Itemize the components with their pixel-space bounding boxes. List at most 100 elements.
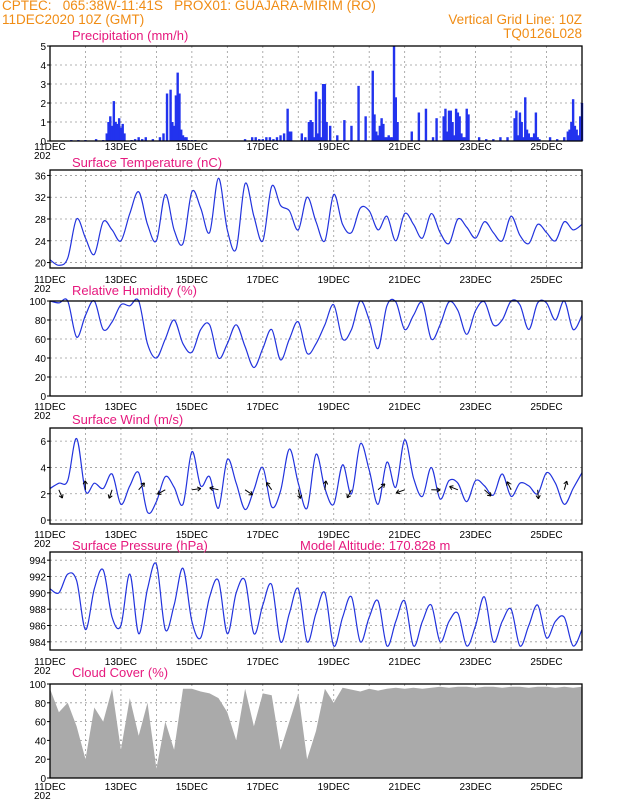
x-tick-label: 13DEC [105, 275, 137, 286]
wind-direction-arrow-icon [191, 486, 202, 492]
precip-bar [461, 137, 465, 141]
y-tick-label: 3 [40, 80, 46, 91]
x-year-stub: 202 [34, 791, 51, 800]
x-tick-label: 19DEC [318, 142, 350, 153]
x-tick-label: 17DEC [247, 657, 279, 668]
y-tick-label: 2 [40, 99, 46, 110]
x-tick-label: 23DEC [459, 657, 491, 668]
precip-bar [185, 137, 188, 141]
precip-bar [568, 129, 571, 141]
y-tick-label: 1 [40, 118, 46, 129]
arrow-shaft [346, 489, 352, 498]
wind-direction-arrow-icon [297, 489, 303, 499]
precip-bar [318, 99, 321, 141]
arrow-head [487, 491, 492, 497]
arrow-head [209, 485, 214, 491]
x-tick-label: 19DEC [318, 402, 350, 413]
x-tick-label: 13DEC [105, 402, 137, 413]
precip-bar [320, 137, 323, 141]
x-tick-label: 21DEC [389, 657, 421, 668]
precip-bar [172, 125, 176, 141]
x-tick-label: 17DEC [247, 275, 279, 286]
y-tick-label: 0 [40, 392, 46, 403]
precip-bar [133, 139, 137, 141]
arrow-head [297, 494, 303, 499]
precip-bar [454, 108, 458, 141]
panel-title: Surface Wind (m/s) [72, 412, 183, 427]
x-tick-label: 17DEC [247, 782, 279, 793]
panel-frame [49, 45, 583, 142]
arrow-shaft [138, 482, 145, 491]
precip-bar [563, 137, 566, 141]
precip-bar [524, 97, 527, 141]
x-tick-label: 23DEC [459, 275, 491, 286]
precip-bar [343, 120, 346, 141]
precip-bar [171, 122, 174, 141]
y-tick-label: 40 [35, 354, 47, 365]
y-tick-label: 28 [35, 215, 47, 226]
precip-bar [467, 114, 470, 141]
precip-bar [456, 112, 460, 141]
precip-bar [577, 135, 580, 141]
precip-bar [112, 101, 116, 141]
precip-bar [538, 139, 541, 141]
x-year-stub: 202 [34, 284, 51, 295]
precip-bar [151, 139, 155, 141]
arrow-shaft [449, 485, 459, 491]
arrow-head [196, 486, 202, 492]
x-tick-label: 21DEC [389, 275, 421, 286]
y-tick-label: 80 [35, 316, 47, 327]
precip-bar [282, 133, 286, 141]
x-tick-label: 21DEC [389, 782, 421, 793]
precip-bar [258, 139, 261, 141]
panel-title: Precipitation (mm/h) [72, 28, 188, 43]
precip-bar [527, 133, 530, 141]
precip-bar [529, 137, 532, 141]
precip-bar [94, 139, 98, 141]
precip-bar [114, 122, 117, 141]
precip-bar [121, 123, 124, 141]
precip-bar [304, 137, 307, 141]
precip-bar [463, 137, 467, 141]
precip-bar [451, 122, 454, 141]
precip-bar [105, 133, 108, 141]
y-tick-label: 988 [29, 605, 46, 616]
y-tick-label: 990 [29, 589, 46, 600]
precip-bar [387, 135, 390, 141]
x-tick-label: 13DEC [105, 782, 137, 793]
precip-bar [453, 135, 456, 141]
arrow-shaft [484, 489, 492, 497]
arrow-head [506, 481, 511, 486]
precip-bar [116, 123, 119, 141]
header-line-1: CPTEC: 065:38W-11:41S PROX01: GUAJARA-MI… [2, 0, 376, 13]
arrow-head [140, 482, 145, 487]
series-line [49, 177, 583, 266]
precip-bar [169, 89, 172, 141]
x-tick-label: 25DEC [530, 142, 562, 153]
y-tick-label: 20 [35, 259, 47, 270]
arrow-shaft [157, 489, 166, 495]
precip-bar [435, 118, 438, 141]
precip-bar [328, 125, 332, 141]
wind-direction-arrow-icon [563, 480, 569, 490]
precip-bar [325, 122, 328, 141]
panel-title: Surface Temperature (nC) [72, 155, 222, 170]
precip-bar [485, 139, 488, 141]
precip-bar [183, 137, 186, 141]
x-tick-label: 13DEC [105, 657, 137, 668]
arrow-shaft [244, 489, 253, 496]
precip-bar [275, 137, 279, 141]
precip-bar [515, 110, 518, 141]
precip-bar [449, 110, 452, 141]
precip-bar [178, 93, 181, 141]
x-tick-label: 15DEC [176, 657, 208, 668]
precip-bar [110, 125, 114, 141]
arrow-shaft [266, 482, 273, 491]
precip-bar [573, 125, 577, 141]
precip-bar [385, 137, 389, 141]
precip-bar [250, 137, 254, 141]
x-tick-label: 13DEC [105, 142, 137, 153]
precip-bar [570, 122, 573, 141]
y-tick-label: 60 [35, 718, 47, 729]
